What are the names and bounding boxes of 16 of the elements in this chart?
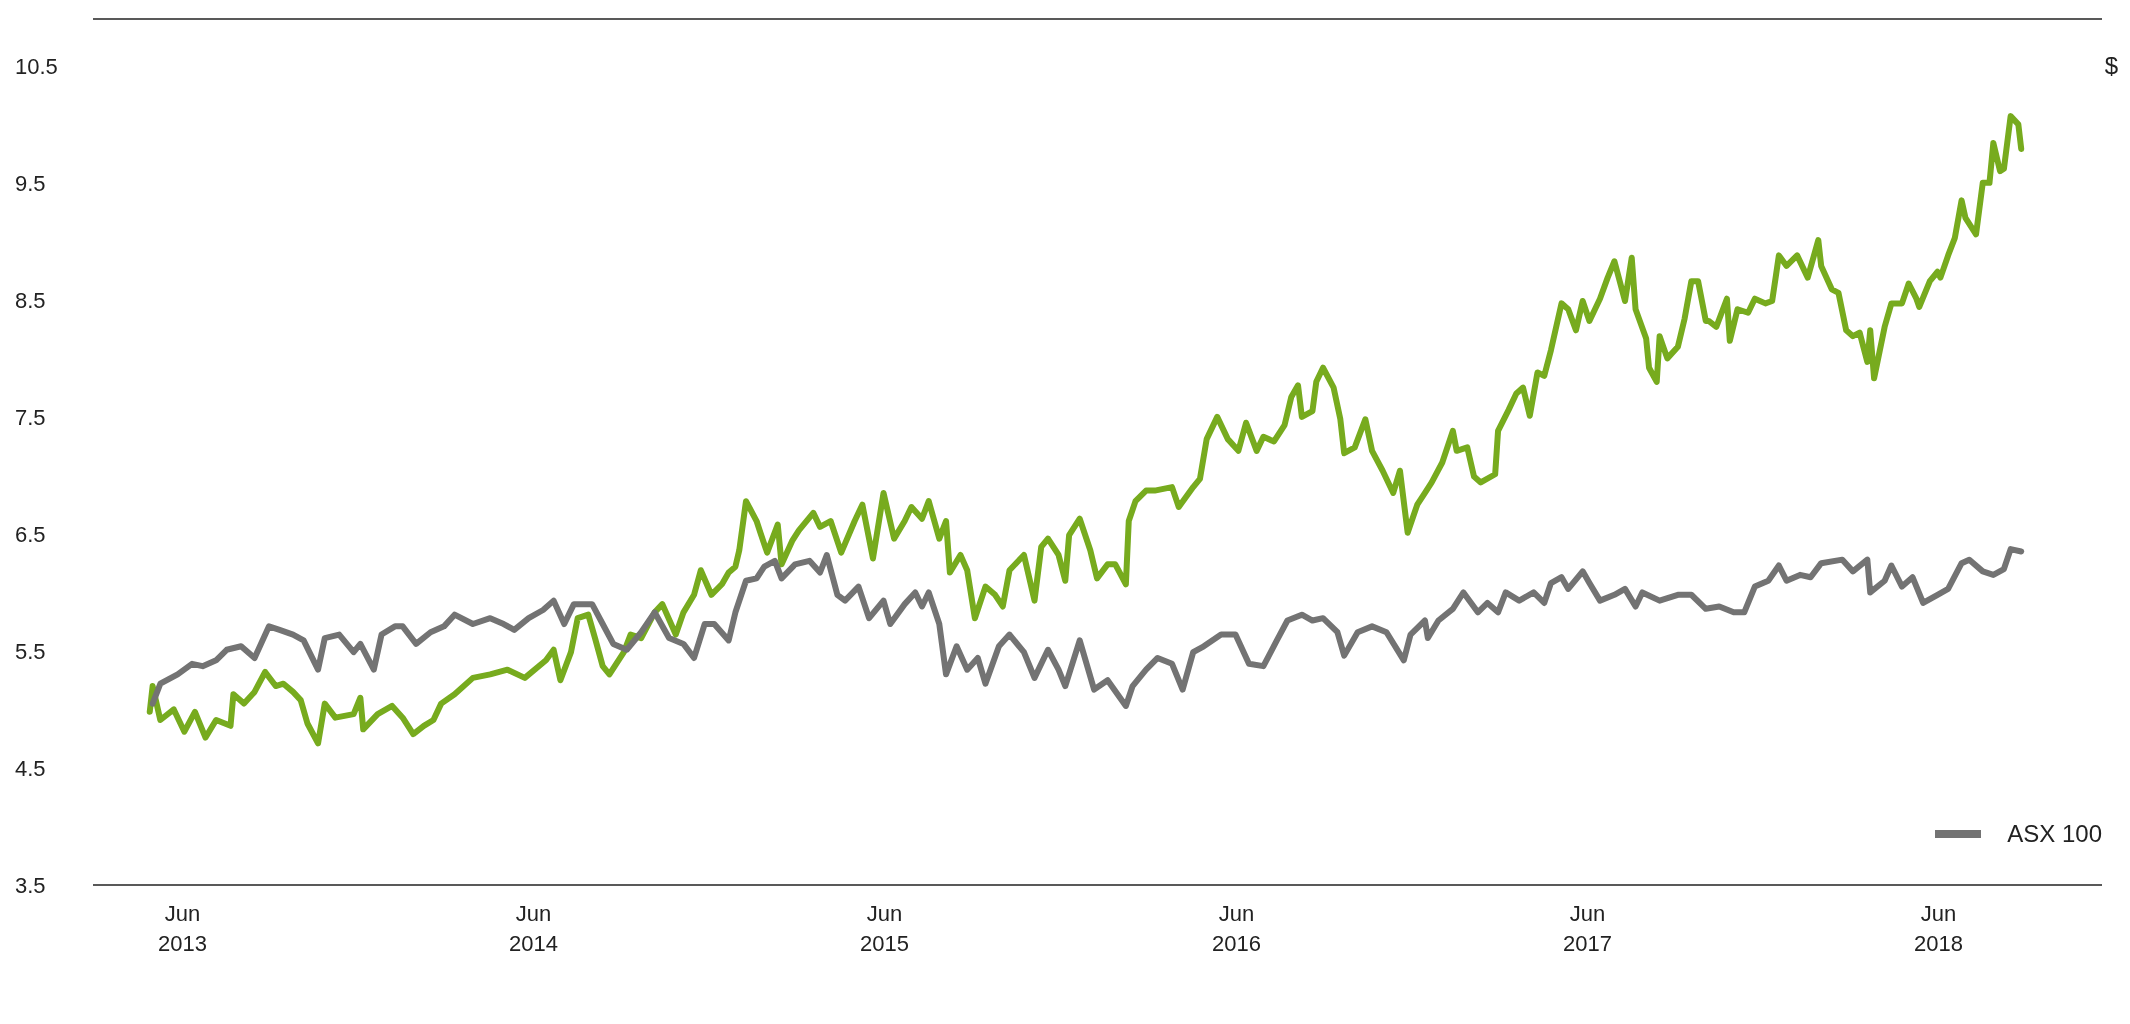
y-axis-title: $ <box>2104 52 2118 80</box>
x-tick-label: Jun 2015 <box>860 901 909 956</box>
y-tick-label: 10.5 <box>15 53 58 79</box>
y-tick-label: 3.5 <box>15 872 46 898</box>
x-tick-label: Jun 2016 <box>1211 901 1261 956</box>
y-tick-label: 8.5 <box>15 287 46 313</box>
x-tick-label: Jun 2014 <box>508 901 558 956</box>
legend-label: ASX 100 <box>2007 820 2102 848</box>
x-tick-label: Jun 2013 <box>157 901 207 956</box>
y-tick-label: 7.5 <box>15 404 46 430</box>
y-tick-label: 5.5 <box>15 638 46 664</box>
y-tick-label: 9.5 <box>15 170 46 196</box>
x-tick-label: Jun 2018 <box>1914 901 1963 956</box>
y-tick-label: 6.5 <box>15 521 46 547</box>
x-tick-label: Jun 2017 <box>1563 901 1612 956</box>
y-tick-label: 4.5 <box>15 755 46 781</box>
